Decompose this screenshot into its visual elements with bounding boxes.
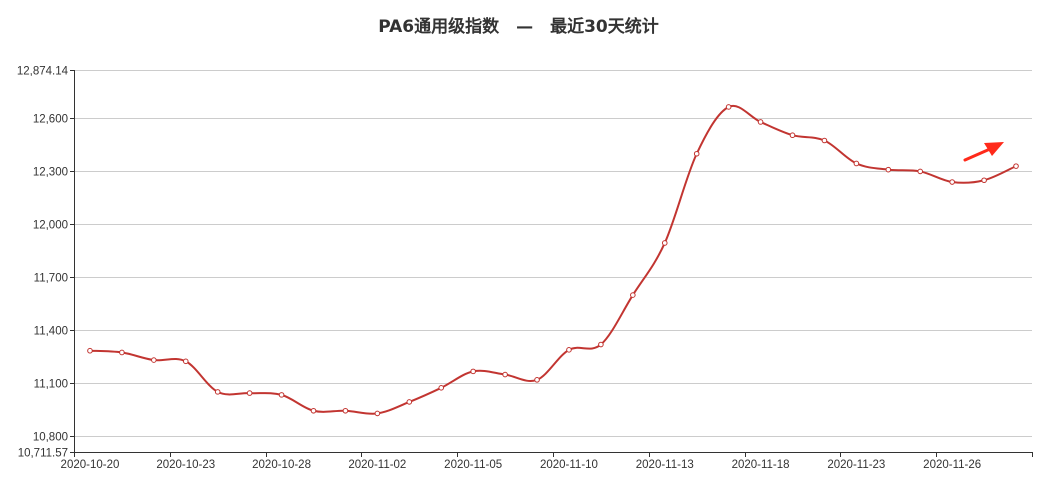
- data-point: [661, 240, 668, 246]
- data-point: [278, 392, 285, 398]
- x-tick-label: 2020-11-13: [636, 459, 694, 471]
- data-point: [1013, 163, 1019, 169]
- chart-title: PA6通用级指数 — 最近30天统计: [378, 17, 659, 37]
- data-point: [630, 292, 636, 298]
- data-point: [789, 132, 796, 139]
- grid-lines: [74, 70, 1032, 437]
- x-tick-label: 2020-11-10: [540, 459, 598, 471]
- x-tick-label: 2020-10-23: [156, 459, 215, 471]
- data-point: [342, 407, 349, 414]
- data-point: [214, 389, 221, 395]
- y-tick-label: 12,000: [33, 220, 68, 232]
- x-tick-label: 2020-10-28: [252, 459, 311, 471]
- x-tick-label: 2020-11-23: [827, 459, 885, 471]
- data-point: [693, 150, 700, 157]
- y-tick-label: 10,711.57: [18, 448, 68, 460]
- series-line: [89, 104, 1017, 415]
- data-point: [87, 347, 93, 354]
- x-tick-label: 2020-11-02: [348, 459, 406, 471]
- data-point: [981, 177, 987, 184]
- y-tick-label: 11,400: [34, 326, 68, 338]
- data-point: [949, 179, 955, 185]
- y-tick-label: 11,700: [34, 273, 68, 285]
- data-point: [246, 390, 253, 396]
- data-point: [725, 104, 732, 110]
- data-point: [406, 399, 413, 405]
- data-point: [470, 368, 476, 375]
- data-point: [151, 357, 157, 363]
- x-tick-label: 2020-10-20: [61, 459, 120, 471]
- data-point: [438, 385, 445, 391]
- y-tick-label: 10,800: [33, 432, 68, 444]
- data-point: [757, 119, 764, 125]
- trend-arrow-icon: [963, 142, 1004, 162]
- y-axis: 10,711.57 10,800 11,100 11,400 11,700 12,000 1…: [17, 66, 75, 460]
- y-tick-label: 11,100: [34, 379, 68, 391]
- data-point: [821, 137, 828, 144]
- data-point: [534, 377, 540, 383]
- data-point: [119, 349, 125, 356]
- data-point: [917, 168, 924, 175]
- y-tick-label: 12,300: [33, 167, 68, 179]
- series-layer: [87, 104, 1019, 417]
- x-axis: 2020-10-20 2020-10-23 2020-10-28 2020-11-02…: [61, 452, 1033, 471]
- x-tick-label: 2020-11-18: [732, 459, 790, 471]
- data-point: [853, 160, 860, 167]
- data-point: [566, 347, 572, 353]
- data-point: [885, 166, 892, 173]
- arrow-head: [984, 142, 1004, 156]
- data-point: [374, 410, 381, 417]
- x-tick-label: 2020-11-26: [923, 459, 981, 471]
- x-tick-label: 2020-11-05: [444, 459, 502, 471]
- data-point: [598, 341, 604, 348]
- arrow-shaft: [963, 147, 992, 162]
- data-point: [502, 371, 508, 378]
- data-point: [310, 407, 317, 414]
- y-tick-label: 12,874.14: [17, 66, 69, 78]
- y-tick-label: 12,600: [33, 114, 68, 126]
- data-point: [182, 358, 189, 365]
